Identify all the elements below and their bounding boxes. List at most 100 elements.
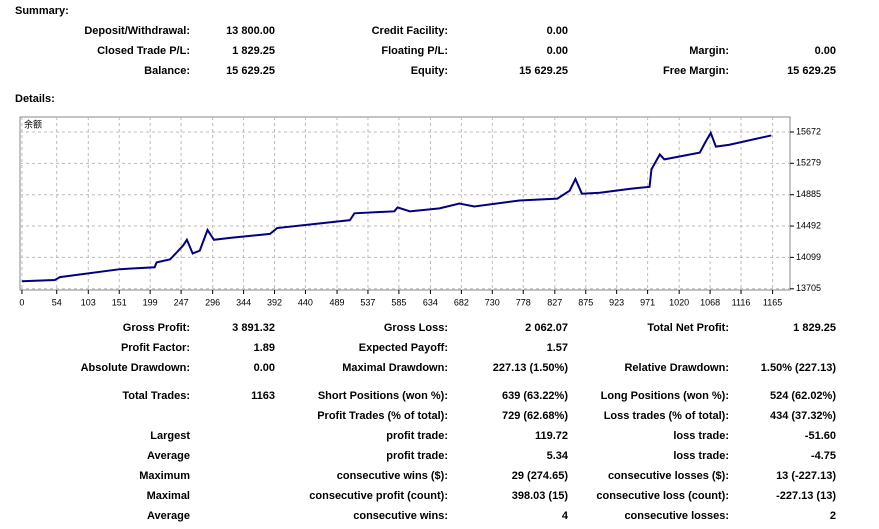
- field-value: -227.13 (13): [776, 490, 836, 502]
- x-tick-label: 634: [423, 297, 438, 307]
- field-value: 0.00: [253, 362, 275, 374]
- field-label: profit trade:: [386, 450, 448, 462]
- x-tick-label: 199: [143, 297, 158, 307]
- balance-line: [21, 130, 772, 283]
- field-value: -51.60: [804, 430, 836, 442]
- field-label: Profit Trades (% of total):: [317, 410, 448, 422]
- field-value: 3 891.32: [232, 322, 275, 334]
- field-label: Maximal: [146, 490, 190, 502]
- field-label: Largest: [150, 430, 190, 442]
- x-tick-label: 103: [81, 297, 96, 307]
- y-tick-label: 14099: [796, 252, 821, 262]
- x-tick-label: 440: [298, 297, 313, 307]
- field-label: Average: [146, 450, 190, 462]
- x-tick-label: 875: [578, 297, 593, 307]
- x-tick-label: 971: [640, 297, 655, 307]
- x-tick-label: 923: [609, 297, 624, 307]
- field-label: consecutive loss (count):: [596, 490, 729, 502]
- field-label: Total Net Profit:: [647, 322, 729, 334]
- field-label: Profit Factor:: [120, 342, 190, 354]
- field-value: 0.00: [546, 45, 568, 57]
- field-label: Margin:: [689, 45, 729, 57]
- field-label: Gross Profit:: [122, 322, 190, 334]
- field-value: 1163: [251, 390, 275, 402]
- field-label: Long Positions (won %):: [600, 390, 729, 402]
- field-label: Total Trades:: [122, 390, 190, 402]
- field-value: 434 (37.32%): [769, 410, 836, 422]
- y-tick-label: 14885: [796, 189, 821, 199]
- x-tick-label: 730: [485, 297, 500, 307]
- field-label: Credit Facility:: [371, 25, 448, 37]
- field-value: 227.13 (1.50%): [492, 362, 568, 374]
- field-value: 1 829.25: [232, 45, 275, 57]
- field-label: Loss trades (% of total):: [603, 410, 729, 422]
- field-label: loss trade:: [673, 450, 729, 462]
- x-tick-label: 247: [174, 297, 189, 307]
- field-label: consecutive wins:: [353, 510, 448, 522]
- field-value: 0.00: [546, 25, 568, 37]
- field-value: 15 629.25: [787, 65, 836, 77]
- field-label: Absolute Drawdown:: [80, 362, 190, 374]
- x-tick-label: 1165: [763, 297, 782, 307]
- field-value: 0.00: [814, 45, 836, 57]
- x-tick-label: 1020: [669, 297, 689, 307]
- field-value: 398.03 (15): [511, 490, 568, 502]
- field-value: 729 (62.68%): [501, 410, 568, 422]
- y-tick-label: 13705: [796, 283, 821, 293]
- field-value: -4.75: [810, 450, 836, 462]
- field-value: 13 (-227.13): [776, 470, 836, 482]
- x-tick-label: 585: [391, 297, 406, 307]
- field-value: 119.72: [534, 430, 568, 442]
- x-tick-label: 344: [236, 297, 251, 307]
- x-tick-label: 778: [516, 297, 531, 307]
- field-value: 1 829.25: [793, 322, 836, 334]
- x-tick-label: 151: [112, 297, 127, 307]
- field-label: Maximal Drawdown:: [342, 362, 448, 374]
- field-label: Short Positions (won %):: [317, 390, 448, 402]
- field-label: Gross Loss:: [383, 322, 448, 334]
- field-label: consecutive wins ($):: [336, 470, 448, 482]
- field-value: 15 629.25: [226, 65, 275, 77]
- field-label: consecutive losses ($):: [607, 470, 729, 482]
- x-tick-label: 392: [267, 297, 282, 307]
- field-label: Expected Payoff:: [358, 342, 448, 354]
- field-value: 2: [829, 510, 836, 522]
- chart-title: 余额: [24, 118, 42, 129]
- x-tick-label: 54: [52, 297, 62, 307]
- field-label: Free Margin:: [662, 65, 729, 77]
- field-value: 4: [561, 510, 568, 522]
- x-tick-label: 537: [360, 297, 375, 307]
- field-label: Balance:: [144, 65, 190, 77]
- field-value: 524 (62.02%): [769, 390, 836, 402]
- x-tick-label: 682: [454, 297, 469, 307]
- field-value: 1.89: [253, 342, 275, 354]
- field-value: 13 800.00: [226, 25, 275, 37]
- field-label: Deposit/Withdrawal:: [84, 25, 190, 37]
- y-tick-label: 15279: [796, 158, 821, 168]
- field-value: 639 (63.22%): [501, 390, 568, 402]
- field-value: 15 629.25: [519, 65, 568, 77]
- x-tick-label: 296: [205, 297, 220, 307]
- field-label: loss trade:: [673, 430, 729, 442]
- field-value: 1.50% (227.13): [760, 362, 836, 374]
- x-tick-label: 0: [19, 297, 24, 307]
- plot-frame: [19, 116, 791, 291]
- field-label: Relative Drawdown:: [624, 362, 729, 374]
- field-label: Closed Trade P/L:: [97, 45, 190, 57]
- x-tick-label: 489: [330, 297, 345, 307]
- section-title: Details:: [15, 93, 55, 105]
- field-value: 1.57: [546, 342, 568, 354]
- y-tick-label: 14492: [796, 220, 821, 230]
- x-tick-label: 1116: [732, 297, 751, 307]
- field-label: consecutive profit (count):: [309, 490, 448, 502]
- field-label: Equity:: [410, 65, 448, 77]
- field-label: consecutive losses:: [624, 510, 729, 522]
- x-tick-label: 1068: [700, 297, 720, 307]
- field-label: Average: [146, 510, 190, 522]
- x-tick-label: 827: [547, 297, 562, 307]
- field-value: 5.34: [546, 450, 568, 462]
- field-label: Maximum: [139, 470, 190, 482]
- y-tick-label: 15672: [796, 126, 821, 136]
